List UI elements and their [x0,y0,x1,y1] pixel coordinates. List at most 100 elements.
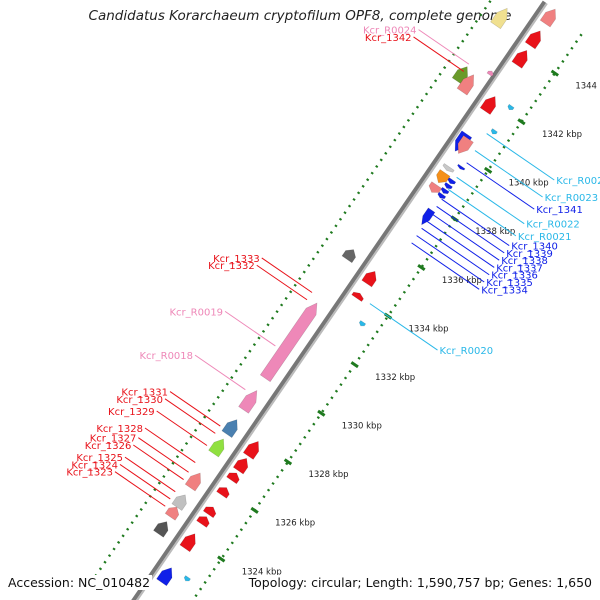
leader-line [466,162,535,210]
feature-kcr-1342b[interactable] [456,74,475,96]
accession-text: Accession: NC_010482 [6,575,153,590]
feature-kcr-1334[interactable] [421,207,436,226]
feature-kcr-1332[interactable] [361,271,377,288]
feature-kcr-1322a[interactable] [156,567,173,587]
gene-label-kcr-1329[interactable]: Kcr_1329 [108,407,155,418]
feature-kcr-1324[interactable] [164,506,180,521]
leader-line [164,398,216,434]
leader-line [441,198,510,246]
gene-label-kcr-r0019[interactable]: Kcr_R0019 [169,307,223,318]
gene-label-kcr-r0018[interactable]: Kcr_R0018 [139,351,193,362]
gene-label-kcr-1342[interactable]: Kcr_1342 [365,33,412,44]
leader-line [486,133,555,181]
feature-kcr-r0024[interactable] [486,70,494,77]
feature-kcr-1337[interactable] [444,181,453,190]
feature-kcr-1328[interactable] [226,472,240,485]
leader-line [261,257,313,293]
feature-kcr-1322b[interactable] [183,575,191,582]
gene-label-kcr-1340[interactable]: Kcr_1340 [511,242,558,253]
gene-label-kcr-1331[interactable]: Kcr_1331 [121,388,168,399]
gene-label-kcr-1339[interactable]: Kcr_1339 [506,249,553,260]
feature-kcr-1343a[interactable] [524,30,541,50]
gene-label-kcr-1332[interactable]: Kcr_1332 [208,261,255,272]
feature-kcr-1341b[interactable] [457,135,474,154]
leader-line [431,213,500,261]
gene-label-kcr-r0022[interactable]: Kcr_R0022 [526,220,580,231]
right-tick-rail [191,28,586,600]
gene-label-kcr-r0021[interactable]: Kcr_R0021 [518,232,572,243]
left-tick-rail [94,0,493,577]
gene-label-kcr-1326[interactable]: Kcr_1326 [85,441,132,452]
leader-line [411,242,480,290]
gene-label-kcr-1341[interactable]: Kcr_1341 [536,205,583,216]
feature-kcr-1336[interactable] [440,186,450,195]
feature-kcr-1330b[interactable] [208,438,225,458]
leader-line [133,444,184,480]
feature-kcr-1324b[interactable] [196,516,210,528]
backbone-line [131,0,547,600]
feature-kcr-1327[interactable] [184,472,201,492]
gene-label-kcr-1333[interactable]: Kcr_1333 [213,254,260,265]
leader-line [413,36,465,72]
feature-kcr-1339[interactable] [428,181,443,193]
gene-label-kcr-r0027[interactable]: Kcr_R0027 [556,176,600,187]
feature-kcr-1340[interactable] [436,169,451,184]
leader-line [256,264,308,301]
feature-kcr-r0021[interactable] [442,163,455,173]
gene-label-kcr-1335[interactable]: Kcr_1335 [486,278,533,289]
tick-label: 1334 kbp [409,324,449,334]
leader-line [169,391,221,427]
gene-label-kcr-1330[interactable]: Kcr_1330 [116,395,163,406]
gene-label-kcr-1328[interactable]: Kcr_1328 [96,424,143,435]
gene-label-kcr-1325[interactable]: Kcr_1325 [76,453,123,464]
feature-kcr-1342c[interactable] [479,96,496,115]
feature-kcr-1344[interactable] [539,8,556,28]
leader-line [138,437,189,473]
feature-kcr-r0023[interactable] [490,128,498,135]
gene-label-kcr-r0023[interactable]: Kcr_R0023 [545,193,599,204]
feature-kcr-1331[interactable] [221,419,238,439]
leader-line [436,206,505,254]
tick-label: 1330 kbp [342,422,382,432]
leader-line [448,189,517,237]
feature-kcr-r0018[interactable] [238,390,258,414]
feature-kcr-1323b[interactable] [179,533,196,553]
feature-kcr-1326[interactable] [216,487,230,499]
feature-kcr-1332b[interactable] [351,291,364,302]
leader-line [114,471,166,507]
feature-kcr-1325b[interactable] [202,506,217,519]
gene-label-kcr-1324[interactable]: Kcr_1324 [71,460,118,471]
feature-kcr-1330a[interactable] [242,440,260,460]
gene-label-kcr-1337[interactable]: Kcr_1337 [496,263,543,274]
gene-label-kcr-1336[interactable]: Kcr_1336 [491,271,538,282]
leader-line [119,464,171,500]
gene-label-kcr-r0020[interactable]: Kcr_R0020 [440,346,494,357]
feature-kcr-r0027[interactable] [507,103,515,110]
feature-kcr-1343c[interactable] [511,49,528,69]
feature-kcr-1329[interactable] [232,458,249,475]
feature-kcr-r0022[interactable] [457,163,466,171]
leader-line [456,176,525,225]
leader-line [224,310,276,347]
gene-label-kcr-r0024[interactable]: Kcr_R0024 [363,26,417,37]
tick-mark [317,409,326,417]
tick-mark [417,263,426,271]
feature-kcr-1325[interactable] [171,494,187,511]
feature-kcr-r0019[interactable] [259,302,318,383]
gene-label-kcr-1334[interactable]: Kcr_1334 [481,285,528,296]
feature-kcr-1338[interactable] [447,177,457,185]
tick-label: 1328 kbp [308,470,348,480]
feature-kcr-1335[interactable] [437,191,447,200]
gene-label-kcr-1338[interactable]: Kcr_1338 [501,256,548,267]
feature-kcr-r0020[interactable] [358,320,367,327]
feature-kcr-1323[interactable] [153,521,169,538]
gene-label-kcr-1323[interactable]: Kcr_1323 [66,468,113,479]
feature-kcr-1343b[interactable] [490,7,508,30]
backbone-layer [131,0,548,600]
gene-label-kcr-1327[interactable]: Kcr_1327 [90,434,137,445]
tick-label: 1336 kbp [442,276,482,286]
feature-kcr-1333[interactable] [341,249,356,264]
tick-mark [217,555,226,563]
